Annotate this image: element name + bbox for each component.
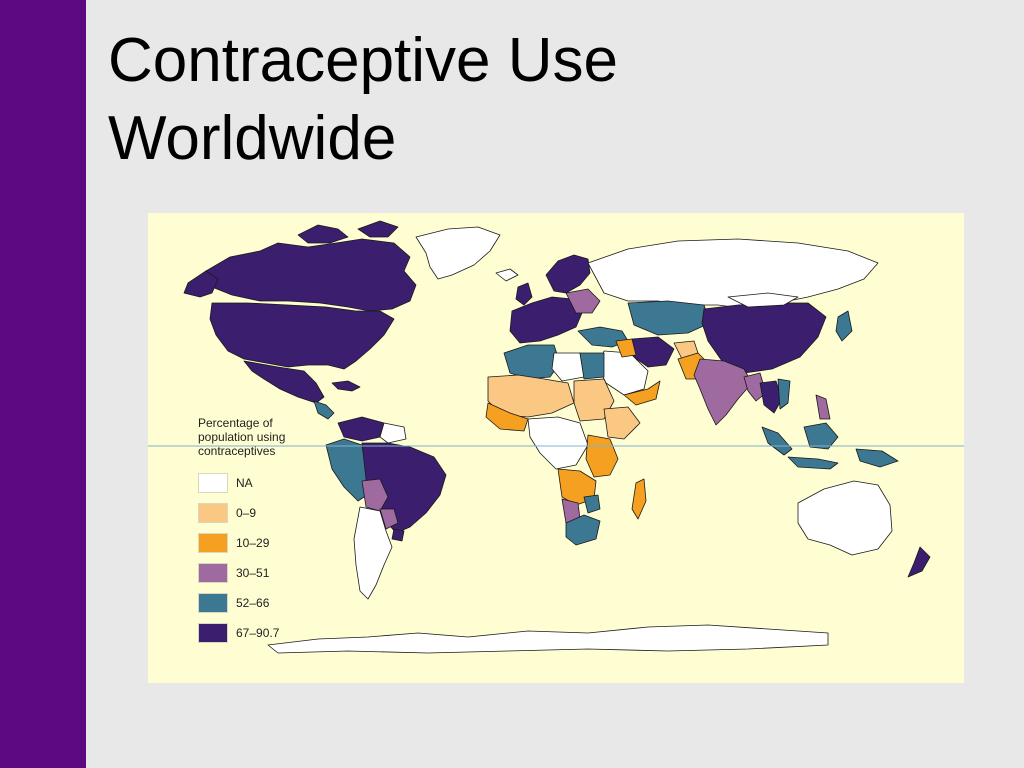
legend-item-30-51: 30–51 [198,558,358,588]
map-legend: Percentage of population using contracep… [198,416,358,648]
region-guianas [379,422,407,444]
region-central-africa [527,416,589,470]
region-iraq [615,338,637,358]
region-iceland [495,268,519,282]
region-libya [551,352,585,382]
legend-heading-line-3: contraceptives [198,444,276,458]
left-accent-bar [0,0,86,768]
region-new-zealand [907,546,931,578]
region-argentina [353,506,393,600]
region-alaska [183,270,219,298]
region-central-asia [627,300,711,336]
legend-swatch-52-66 [198,593,228,613]
region-philippines [815,394,831,420]
region-thailand [759,380,783,414]
legend-item-10-29: 10–29 [198,528,358,558]
legend-heading-line-1: Percentage of [198,416,273,430]
region-mongolia [727,292,799,308]
region-west-africa-coast [485,402,529,432]
legend-label-na: NA [236,476,253,490]
region-zimbabwe [583,494,601,514]
region-russia [587,238,879,310]
slide-title: Contraceptive Use Worldwide [108,22,988,178]
region-egypt [579,352,605,380]
legend-label-10-29: 10–29 [236,536,270,550]
world-map: Percentage of population using contracep… [148,213,964,683]
region-canada [205,238,417,312]
legend-swatch-na [198,473,228,493]
legend-label-67-90-7: 67–90.7 [236,626,280,640]
region-borneo [803,422,839,450]
region-ethiopia [603,406,641,440]
region-uruguay [391,528,405,542]
title-line-1: Contraceptive Use [108,26,619,95]
legend-swatch-67-90-7 [198,623,228,643]
region-australia [797,480,893,556]
title-line-2: Worldwide [108,104,397,173]
region-western-europe [509,296,583,344]
legend-label-52-66: 52–66 [236,596,270,610]
region-sumatra [761,426,793,456]
region-usa [209,302,395,370]
region-java [787,456,839,470]
region-paraguay [379,508,399,530]
legend-item-67-90-7: 67–90.7 [198,618,358,648]
region-arctic-islands-2 [357,220,399,238]
region-uk [515,282,533,306]
region-mexico [243,360,325,404]
legend-item-na: NA [198,468,358,498]
region-yemen-oman [623,380,661,406]
legend-swatch-30-51 [198,563,228,583]
legend-heading: Percentage of population using contracep… [198,416,358,458]
legend-item-52-66: 52–66 [198,588,358,618]
region-north-africa [503,344,561,380]
region-madagascar [631,478,647,520]
region-bolivia [361,478,389,512]
legend-label-0-9: 0–9 [236,506,257,520]
region-myanmar [743,372,767,402]
region-eastern-europe [565,288,601,314]
region-east-africa [585,434,619,478]
legend-swatch-10-29 [198,533,228,553]
region-japan [835,310,853,342]
region-central-america [313,400,335,420]
region-scandinavia [545,254,591,294]
region-cuba [331,380,361,392]
region-antarctica [267,624,829,654]
region-vietnam [777,378,791,410]
region-south-africa [565,514,601,546]
legend-heading-line-2: population using [198,430,286,444]
legend-swatch-0-9 [198,503,228,523]
legend-label-30-51: 30–51 [236,566,270,580]
region-arctic-islands [297,224,349,244]
legend-item-0-9: 0–9 [198,498,358,528]
region-new-guinea [855,448,899,468]
map-canvas [148,220,964,654]
region-greenland [415,226,501,280]
region-india [693,358,753,426]
